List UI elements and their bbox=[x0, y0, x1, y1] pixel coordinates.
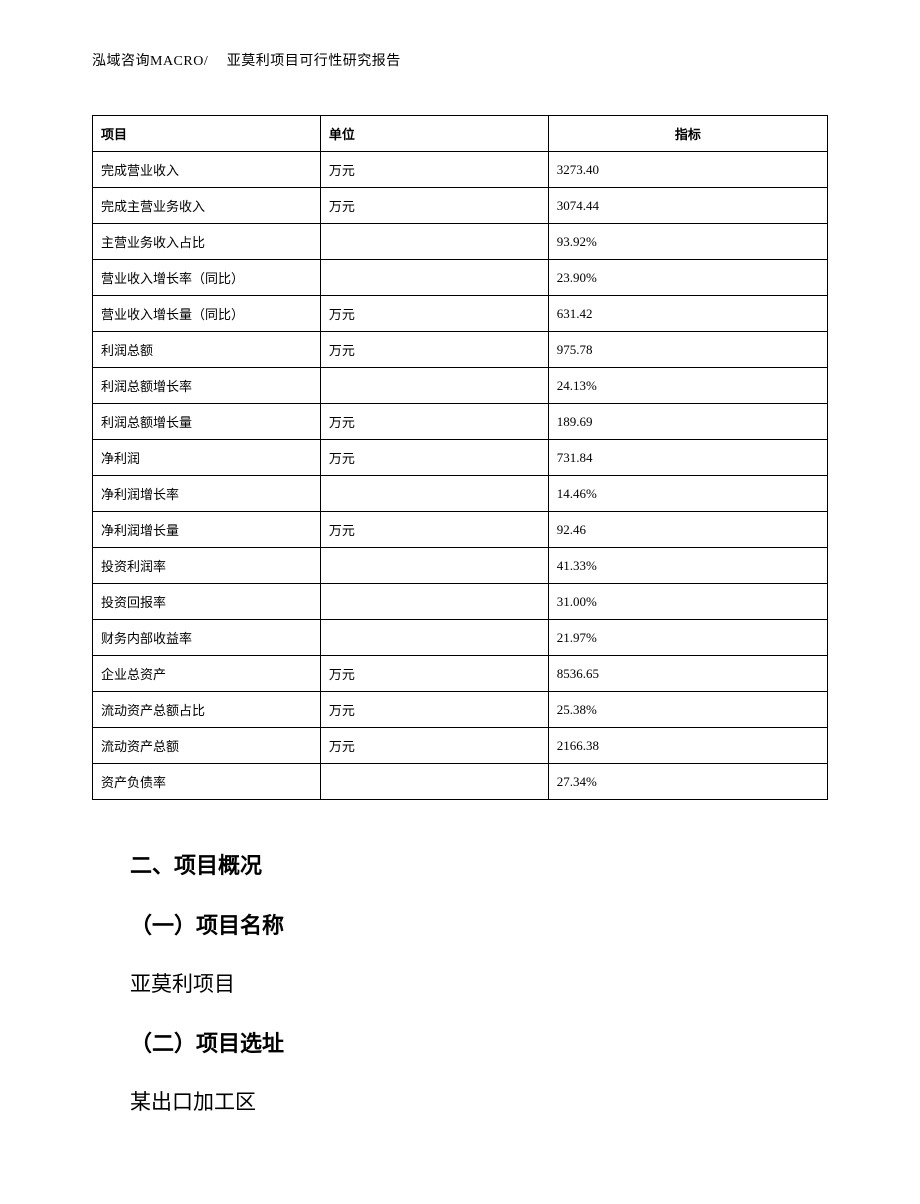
col-header-metric: 指标 bbox=[548, 116, 827, 152]
cell-unit: 万元 bbox=[320, 296, 548, 332]
cell-metric: 14.46% bbox=[548, 476, 827, 512]
cell-metric: 23.90% bbox=[548, 260, 827, 296]
cell-unit bbox=[320, 368, 548, 404]
cell-unit: 万元 bbox=[320, 512, 548, 548]
cell-metric: 3273.40 bbox=[548, 152, 827, 188]
page-header: 泓域咨询MACRO/ 亚莫利项目可行性研究报告 bbox=[92, 50, 828, 70]
cell-item: 营业收入增长量（同比） bbox=[93, 296, 321, 332]
table-body: 完成营业收入万元3273.40 完成主营业务收入万元3074.44 主营业务收入… bbox=[93, 152, 828, 800]
cell-unit bbox=[320, 584, 548, 620]
table-row: 利润总额万元975.78 bbox=[93, 332, 828, 368]
cell-item: 资产负债率 bbox=[93, 764, 321, 800]
col-header-unit: 单位 bbox=[320, 116, 548, 152]
section-heading: 二、项目概况 bbox=[130, 848, 828, 880]
col-header-item: 项目 bbox=[93, 116, 321, 152]
cell-unit: 万元 bbox=[320, 656, 548, 692]
cell-unit bbox=[320, 476, 548, 512]
cell-metric: 2166.38 bbox=[548, 728, 827, 764]
subsection-heading-1: （一）项目名称 bbox=[130, 908, 828, 940]
cell-item: 流动资产总额占比 bbox=[93, 692, 321, 728]
cell-item: 主营业务收入占比 bbox=[93, 224, 321, 260]
cell-item: 完成主营业务收入 bbox=[93, 188, 321, 224]
table-row: 流动资产总额占比万元25.38% bbox=[93, 692, 828, 728]
body-content: 二、项目概况 （一）项目名称 亚莫利项目 （二）项目选址 某出口加工区 bbox=[92, 848, 828, 1116]
cell-item: 财务内部收益率 bbox=[93, 620, 321, 656]
cell-unit: 万元 bbox=[320, 188, 548, 224]
project-name-text: 亚莫利项目 bbox=[130, 968, 828, 998]
table-row: 主营业务收入占比 93.92% bbox=[93, 224, 828, 260]
table-row: 财务内部收益率 21.97% bbox=[93, 620, 828, 656]
cell-unit: 万元 bbox=[320, 152, 548, 188]
table-row: 企业总资产万元8536.65 bbox=[93, 656, 828, 692]
table-row: 投资利润率 41.33% bbox=[93, 548, 828, 584]
table-row: 营业收入增长率（同比） 23.90% bbox=[93, 260, 828, 296]
cell-metric: 631.42 bbox=[548, 296, 827, 332]
cell-item: 完成营业收入 bbox=[93, 152, 321, 188]
cell-unit: 万元 bbox=[320, 332, 548, 368]
cell-item: 净利润增长量 bbox=[93, 512, 321, 548]
financial-indicators-table: 项目 单位 指标 完成营业收入万元3273.40 完成主营业务收入万元3074.… bbox=[92, 115, 828, 800]
subsection-heading-2: （二）项目选址 bbox=[130, 1026, 828, 1058]
table-row: 完成主营业务收入万元3074.44 bbox=[93, 188, 828, 224]
table-row: 投资回报率 31.00% bbox=[93, 584, 828, 620]
cell-item: 净利润 bbox=[93, 440, 321, 476]
cell-unit bbox=[320, 260, 548, 296]
cell-unit: 万元 bbox=[320, 728, 548, 764]
cell-unit: 万元 bbox=[320, 440, 548, 476]
cell-metric: 8536.65 bbox=[548, 656, 827, 692]
cell-metric: 3074.44 bbox=[548, 188, 827, 224]
table-row: 完成营业收入万元3273.40 bbox=[93, 152, 828, 188]
cell-unit bbox=[320, 224, 548, 260]
cell-item: 利润总额增长率 bbox=[93, 368, 321, 404]
cell-metric: 21.97% bbox=[548, 620, 827, 656]
cell-item: 投资利润率 bbox=[93, 548, 321, 584]
table-header-row: 项目 单位 指标 bbox=[93, 116, 828, 152]
cell-item: 投资回报率 bbox=[93, 584, 321, 620]
cell-unit: 万元 bbox=[320, 692, 548, 728]
cell-unit: 万元 bbox=[320, 404, 548, 440]
cell-metric: 93.92% bbox=[548, 224, 827, 260]
cell-item: 利润总额 bbox=[93, 332, 321, 368]
cell-metric: 24.13% bbox=[548, 368, 827, 404]
project-location-text: 某出口加工区 bbox=[130, 1086, 828, 1116]
table-row: 净利润增长量万元92.46 bbox=[93, 512, 828, 548]
cell-metric: 31.00% bbox=[548, 584, 827, 620]
table-row: 净利润增长率 14.46% bbox=[93, 476, 828, 512]
document-page: 泓域咨询MACRO/ 亚莫利项目可行性研究报告 项目 单位 指标 完成营业收入万… bbox=[0, 0, 920, 1204]
table-row: 净利润万元731.84 bbox=[93, 440, 828, 476]
cell-item: 企业总资产 bbox=[93, 656, 321, 692]
cell-item: 净利润增长率 bbox=[93, 476, 321, 512]
cell-unit bbox=[320, 620, 548, 656]
table-row: 利润总额增长率 24.13% bbox=[93, 368, 828, 404]
cell-metric: 189.69 bbox=[548, 404, 827, 440]
cell-metric: 92.46 bbox=[548, 512, 827, 548]
cell-metric: 975.78 bbox=[548, 332, 827, 368]
table-row: 利润总额增长量万元189.69 bbox=[93, 404, 828, 440]
table-row: 营业收入增长量（同比）万元631.42 bbox=[93, 296, 828, 332]
cell-metric: 41.33% bbox=[548, 548, 827, 584]
cell-unit bbox=[320, 548, 548, 584]
cell-metric: 27.34% bbox=[548, 764, 827, 800]
cell-metric: 731.84 bbox=[548, 440, 827, 476]
table-row: 流动资产总额万元2166.38 bbox=[93, 728, 828, 764]
table-row: 资产负债率 27.34% bbox=[93, 764, 828, 800]
cell-item: 流动资产总额 bbox=[93, 728, 321, 764]
cell-item: 利润总额增长量 bbox=[93, 404, 321, 440]
cell-unit bbox=[320, 764, 548, 800]
cell-metric: 25.38% bbox=[548, 692, 827, 728]
cell-item: 营业收入增长率（同比） bbox=[93, 260, 321, 296]
